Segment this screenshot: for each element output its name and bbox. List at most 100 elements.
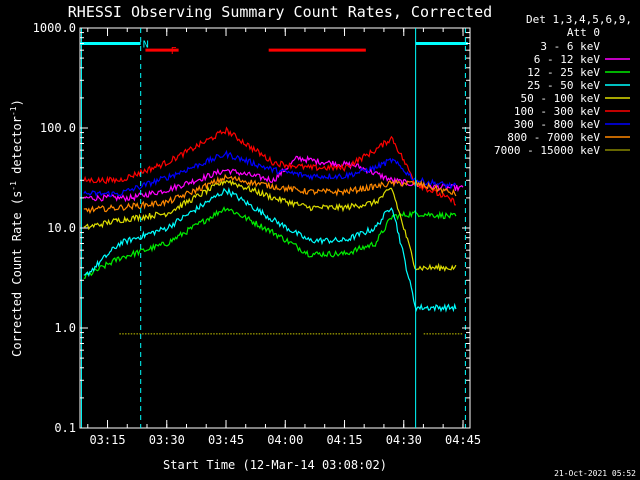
series-point-8 [275, 333, 278, 335]
series-point-8 [150, 333, 153, 335]
y-tick-label: 0.1 [54, 421, 76, 435]
series-point-8 [324, 333, 326, 335]
series-point-8 [440, 333, 443, 335]
series-point-8 [235, 333, 238, 335]
series-point-8 [341, 333, 343, 335]
series-point-8 [272, 333, 275, 335]
series-line-7 [83, 173, 457, 215]
series-point-8 [338, 333, 340, 335]
series-point-8 [207, 333, 210, 335]
series-point-8 [423, 333, 426, 335]
series-point-8 [270, 333, 272, 335]
series-point-8 [221, 333, 224, 335]
chart-title: RHESSI Observing Summary Count Rates, Co… [68, 3, 492, 21]
series-point-8 [139, 333, 141, 335]
legend-label: 7000 - 15000 keV [494, 144, 600, 157]
y-axis-label-exp1: -1 [9, 181, 18, 191]
series-point-8 [170, 333, 173, 335]
series-point-8 [406, 333, 409, 335]
x-tick-label: 03:45 [208, 433, 244, 447]
series-point-8 [210, 333, 212, 335]
series-point-8 [395, 333, 397, 335]
series-point-8 [213, 333, 215, 335]
series-point-8 [389, 333, 392, 335]
series-point-8 [136, 333, 138, 335]
series-point-8 [179, 333, 181, 335]
series-point-8 [264, 333, 266, 335]
series-point-8 [358, 333, 360, 335]
series-point-8 [281, 333, 283, 335]
x-axis: 03:15 03:30 03:45 04:00 04:15 04:30 04:45 [87, 28, 481, 447]
series-lines [83, 126, 464, 335]
series-point-8 [363, 333, 366, 335]
series-point-8 [454, 333, 457, 335]
series-line-6 [83, 149, 457, 198]
series-point-8 [187, 333, 190, 335]
series-point-8 [398, 333, 400, 335]
series-point-8 [392, 333, 394, 335]
series-point-8 [344, 333, 346, 335]
y-axis-label: Corrected Count Rate (s-1 detector-1) [9, 99, 24, 357]
series-point-8 [238, 333, 241, 335]
series-point-8 [312, 333, 315, 335]
series-point-8 [204, 333, 207, 335]
series-point-8 [318, 333, 320, 335]
series-point-8 [241, 333, 244, 335]
series-point-8 [346, 333, 349, 335]
series-point-8 [369, 333, 372, 335]
series-point-8 [258, 333, 261, 335]
series-point-8 [292, 333, 295, 335]
series-point-8 [378, 333, 380, 335]
series-point-8 [156, 333, 158, 335]
series-point-8 [321, 333, 323, 335]
series-point-8 [332, 333, 335, 335]
series-point-8 [349, 333, 352, 335]
series-point-8 [127, 333, 130, 335]
series-point-8 [216, 333, 218, 335]
series-point-8 [329, 333, 332, 335]
series-point-8 [295, 333, 298, 335]
series-point-8 [409, 333, 411, 335]
series-point-8 [426, 333, 429, 335]
series-point-8 [352, 333, 355, 335]
series-point-8 [255, 333, 258, 335]
series-point-8 [315, 333, 318, 335]
legend-label: 12 - 25 keV [527, 66, 600, 79]
series-point-8 [144, 333, 147, 335]
series-point-8 [429, 333, 431, 335]
series-point-8 [366, 333, 369, 335]
series-point-8 [449, 333, 451, 335]
series-point-8 [361, 333, 363, 335]
legend-header-line-1: Det 1,3,4,5,6,9, [526, 13, 632, 26]
series-point-8 [153, 333, 155, 335]
series-point-8 [164, 333, 167, 335]
series-point-8 [250, 333, 252, 335]
y-tick-label: 1.0 [54, 321, 76, 335]
series-point-8 [301, 333, 303, 335]
series-point-8 [326, 333, 329, 335]
series-point-8 [400, 333, 403, 335]
x-tick-label: 04:15 [326, 433, 362, 447]
x-tick-label: 04:45 [445, 433, 481, 447]
series-point-8 [383, 333, 386, 335]
series-point-8 [159, 333, 161, 335]
series-point-8 [125, 333, 127, 335]
series-point-8 [437, 333, 440, 335]
y-axis-label-main: Corrected Count Rate (s [10, 191, 24, 357]
series-point-8 [446, 333, 448, 335]
series-point-8 [435, 333, 437, 335]
series-point-8 [193, 333, 195, 335]
series-point-8 [432, 333, 434, 335]
series-point-8 [307, 333, 309, 335]
series-point-8 [247, 333, 249, 335]
flag-bars: NF [80, 39, 468, 57]
series-point-8 [133, 333, 136, 335]
series-point-8 [196, 333, 198, 335]
series-point-8 [355, 333, 357, 335]
series-point-8 [167, 333, 170, 335]
series-point-8 [130, 333, 133, 335]
legend-label: 300 - 800 keV [514, 118, 600, 131]
series-point-8 [142, 333, 144, 335]
series-point-8 [184, 333, 187, 335]
